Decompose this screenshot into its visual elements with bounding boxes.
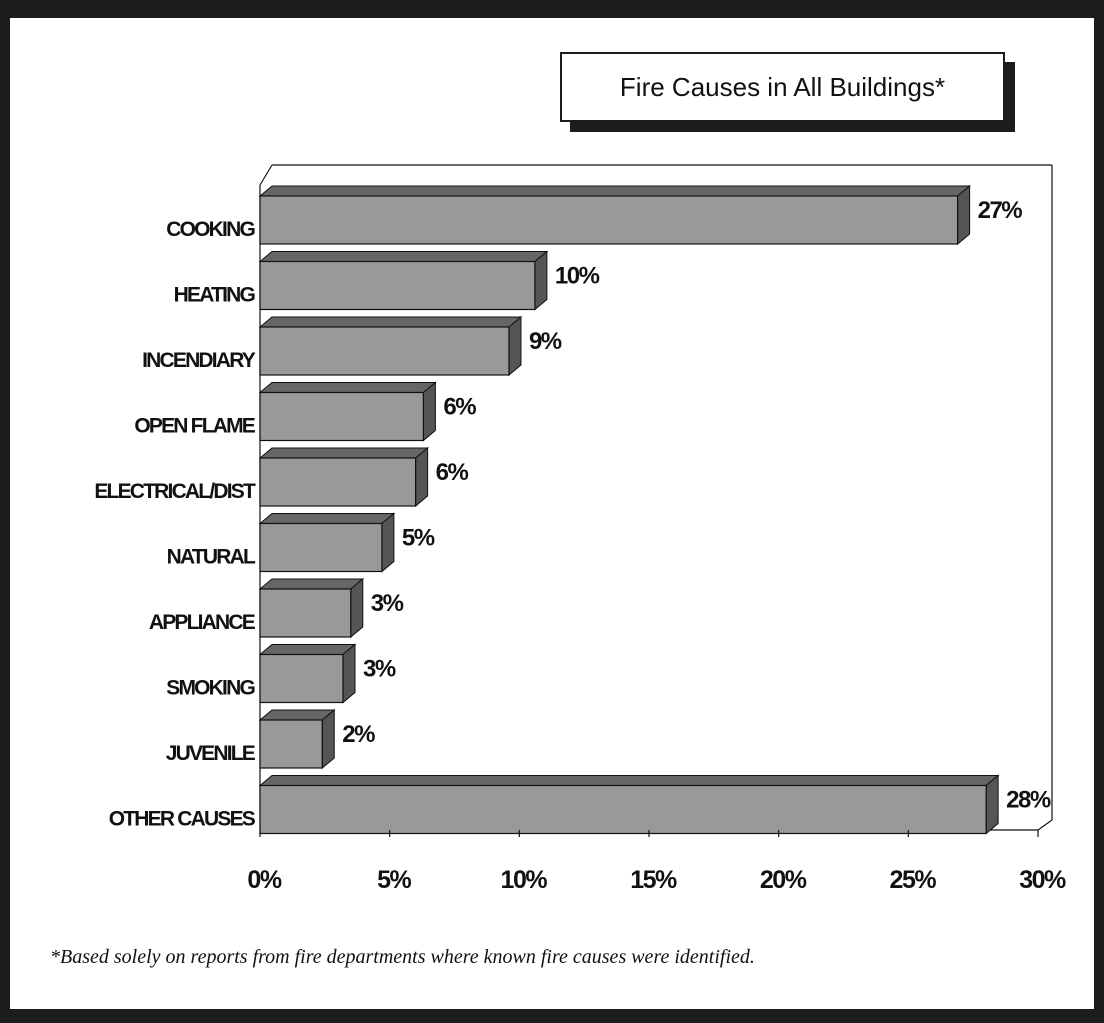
category-label: NATURAL xyxy=(167,546,256,569)
bar-top-face xyxy=(258,251,549,262)
bar-side-face xyxy=(534,250,548,311)
bar-front-face xyxy=(259,719,323,769)
value-label: 28% xyxy=(1006,787,1051,814)
plot-top-left-edge xyxy=(259,164,273,186)
bar-side-face xyxy=(422,381,436,442)
x-tick-label: 30% xyxy=(1019,866,1066,894)
bar-front-face xyxy=(259,195,959,245)
bar-8 xyxy=(258,708,336,770)
bar-top-face xyxy=(258,316,523,328)
bar-front-face xyxy=(259,784,987,835)
x-tick-label: 20% xyxy=(760,866,807,894)
x-tick-label: 15% xyxy=(630,866,677,894)
category-label: JUVENILE xyxy=(166,742,256,765)
bar-side-face xyxy=(321,708,335,770)
bar-6 xyxy=(258,577,365,639)
bar-side-face xyxy=(985,774,999,835)
bar-side-face xyxy=(381,512,395,573)
category-label: HEATING xyxy=(174,284,256,307)
bar-9 xyxy=(258,774,1000,835)
category-label: INCENDIARY xyxy=(142,349,256,372)
bar-front-face xyxy=(259,653,344,704)
value-label: 6% xyxy=(436,459,469,486)
bar-top-face xyxy=(258,185,971,197)
x-axis-depth-edge xyxy=(1037,819,1053,831)
category-label: APPLIANCE xyxy=(149,611,256,634)
chart-title: Fire Causes in All Buildings* xyxy=(560,52,1005,122)
category-label: OPEN FLAME xyxy=(134,415,255,438)
bar-4 xyxy=(258,446,429,508)
value-label: 5% xyxy=(402,525,435,552)
bar-3 xyxy=(258,381,437,442)
x-tick-label: 25% xyxy=(890,866,937,894)
value-label: 9% xyxy=(529,328,562,355)
bar-1 xyxy=(258,250,549,311)
category-label: COOKING xyxy=(166,218,255,241)
bar-top-face xyxy=(258,644,357,655)
x-tick-label: 0% xyxy=(247,866,281,894)
bar-5 xyxy=(258,512,396,573)
bar-top-face xyxy=(258,709,336,721)
category-label: OTHER CAUSES xyxy=(109,808,256,831)
bar-top-face xyxy=(258,578,365,590)
bar-side-face xyxy=(342,643,356,704)
bar-side-face xyxy=(415,446,429,508)
bar-front-face xyxy=(259,588,352,638)
bar-top-face xyxy=(258,775,1000,786)
value-label: 10% xyxy=(555,263,600,290)
category-label: ELECTRICAL/DIST xyxy=(94,480,256,503)
bar-0 xyxy=(258,184,971,246)
value-label: 27% xyxy=(978,197,1023,224)
value-label: 6% xyxy=(443,394,476,421)
bar-7 xyxy=(258,643,357,704)
bar-side-face xyxy=(957,184,971,246)
bar-top-face xyxy=(258,447,429,459)
value-label: 3% xyxy=(363,656,396,683)
bar-front-face xyxy=(259,260,536,311)
bar-front-face xyxy=(259,391,424,442)
category-label: SMOKING xyxy=(166,677,255,700)
bar-side-face xyxy=(508,315,522,377)
bar-2 xyxy=(258,315,523,377)
x-axis-ticks: 0% 5% 10% 15% 20% 25% 30% xyxy=(247,830,1068,894)
bar-front-face xyxy=(259,457,417,507)
x-tick-label: 10% xyxy=(501,866,548,894)
bar-front-face xyxy=(259,326,510,376)
bar-top-face xyxy=(258,382,437,393)
bar-top-face xyxy=(258,513,396,524)
bar-front-face xyxy=(259,522,383,573)
value-label: 2% xyxy=(342,721,375,748)
x-tick-label: 5% xyxy=(377,866,411,894)
bar-side-face xyxy=(350,577,364,639)
footnote: *Based solely on reports from fire depar… xyxy=(50,946,755,968)
category-labels: COOKING HEATING INCENDIARY OPEN FLAME ELECTR… xyxy=(94,218,257,831)
value-labels: 27% 10% 9% 6% 6% 5% 3% 3% 2% 28% xyxy=(342,197,1052,814)
value-label: 3% xyxy=(371,590,404,617)
bars-group xyxy=(258,184,1000,835)
